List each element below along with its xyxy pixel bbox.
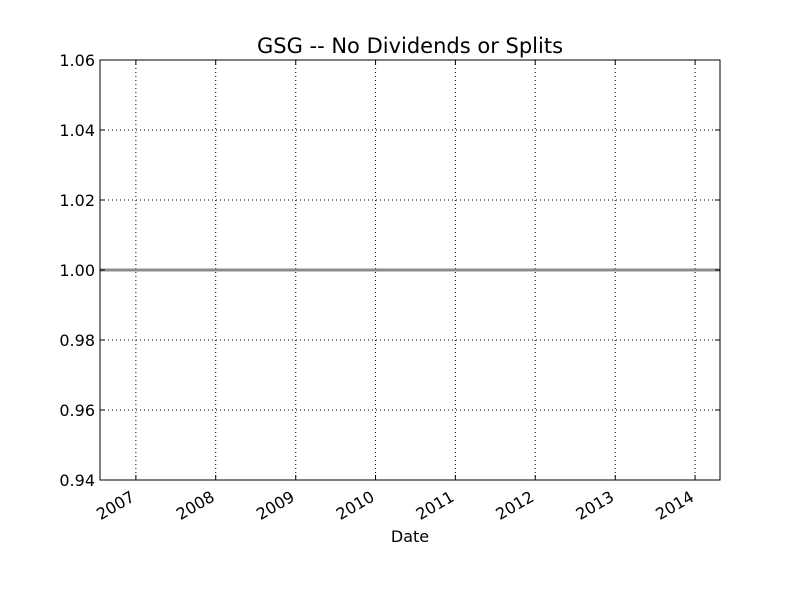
y-tick-label: 1.02 — [59, 191, 95, 210]
x-tick-label: 2010 — [333, 487, 378, 524]
x-tick-label: 2007 — [93, 487, 138, 524]
x-tick-label: 2012 — [492, 487, 537, 524]
axis-ticks: 0.94 0.96 0.98 1.00 1.02 1.04 1.06 2007 2008 2009… — [59, 51, 720, 524]
y-tick-label: 1.00 — [59, 261, 95, 280]
x-axis-label: Date — [391, 527, 429, 546]
y-tick-label: 1.06 — [59, 51, 95, 70]
y-tick-label: 0.94 — [59, 471, 95, 490]
chart-title: GSG -- No Dividends or Splits — [257, 34, 563, 58]
x-tick-label: 2008 — [173, 487, 218, 524]
x-tick-label: 2014 — [652, 487, 697, 524]
x-tick-label: 2009 — [253, 487, 298, 524]
y-tick-label: 1.04 — [59, 121, 95, 140]
x-tick-label: 2013 — [572, 487, 617, 524]
x-tick-label: 2011 — [413, 487, 458, 524]
y-tick-label: 0.98 — [59, 331, 95, 350]
y-tick-label: 0.96 — [59, 401, 95, 420]
